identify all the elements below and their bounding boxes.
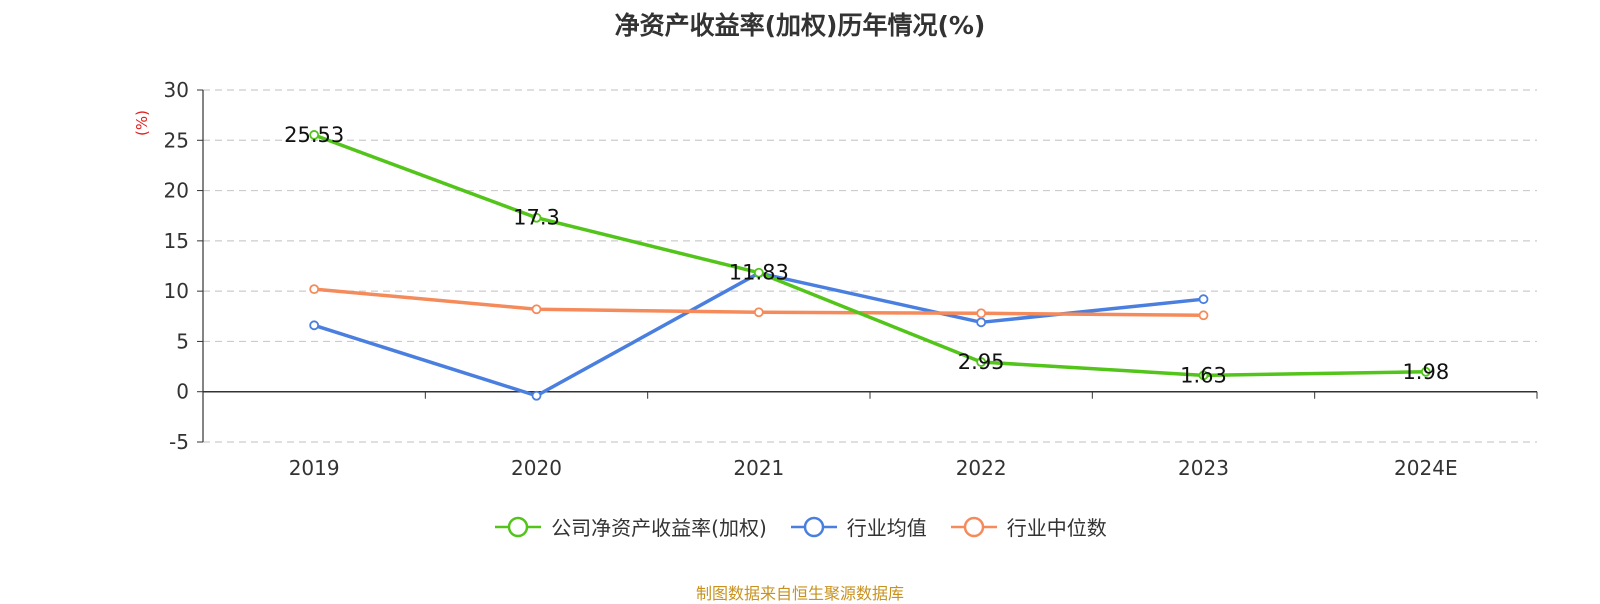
x-tick-label: 2020 bbox=[511, 456, 562, 480]
legend-item[interactable]: 行业中位数 bbox=[949, 512, 1107, 541]
legend-label: 行业均值 bbox=[846, 516, 927, 540]
legend-line-marker-icon bbox=[790, 516, 837, 537]
series-line bbox=[313, 133, 1426, 378]
gridlines bbox=[203, 89, 1537, 443]
data-label: 1.63 bbox=[1180, 363, 1227, 387]
legend-line-marker-icon bbox=[495, 516, 542, 537]
y-tick-label: -5 bbox=[169, 430, 189, 454]
data-label: 25.53 bbox=[284, 123, 344, 147]
y-tick-label: 25 bbox=[164, 128, 189, 152]
y-tick-label: 5 bbox=[176, 329, 189, 353]
data-point bbox=[531, 390, 542, 401]
data-label: 1.98 bbox=[1402, 360, 1449, 384]
y-tick-label: 0 bbox=[176, 380, 189, 404]
data-label: 11.83 bbox=[729, 261, 789, 285]
legend-item[interactable]: 行业均值 bbox=[789, 512, 927, 541]
data-point bbox=[976, 308, 987, 319]
data-label: 17.3 bbox=[513, 206, 560, 230]
y-tick-label: 10 bbox=[164, 279, 189, 303]
data-point bbox=[1198, 370, 1209, 381]
data-labels: 25.53 17.3 11.83 2.95 1.63 1.98 bbox=[284, 123, 1449, 387]
series-lines bbox=[309, 130, 1431, 401]
x-tick-label: 2019 bbox=[289, 456, 340, 480]
data-label: 2.95 bbox=[958, 350, 1005, 374]
data-point bbox=[753, 267, 764, 278]
axes: -5 0 5 10 15 20 25 30 2019 2020 2021 2022 2023 2024E bbox=[164, 78, 1538, 480]
legend-line-marker-icon bbox=[950, 516, 997, 537]
legend-item[interactable]: 公司净资产收益率(加权) bbox=[493, 512, 767, 541]
data-point bbox=[309, 284, 320, 295]
y-tick-label: 30 bbox=[164, 78, 189, 102]
data-point bbox=[976, 357, 987, 367]
x-tick-label: 2024E bbox=[1394, 456, 1458, 480]
data-point bbox=[1198, 294, 1209, 305]
x-tick-label: 2023 bbox=[1178, 456, 1229, 480]
legend: 公司净资产收益率(加权) 行业均值 行业中位数 bbox=[0, 512, 1600, 541]
data-point bbox=[1198, 310, 1209, 321]
data-point bbox=[753, 307, 764, 318]
y-tick-label: 15 bbox=[164, 229, 189, 253]
data-point bbox=[531, 304, 542, 315]
x-tick-label: 2021 bbox=[733, 456, 784, 480]
data-point bbox=[309, 130, 320, 140]
legend-label: 公司净资产收益率(加权) bbox=[551, 516, 767, 540]
x-tick-label: 2022 bbox=[956, 456, 1007, 480]
chart-title: 净资产收益率(加权)历年情况(%) bbox=[614, 11, 986, 40]
data-point bbox=[976, 317, 987, 328]
data-point bbox=[309, 320, 320, 331]
y-axis-title: (%) bbox=[133, 110, 151, 136]
data-point bbox=[1420, 366, 1431, 377]
y-tick-label: 20 bbox=[164, 179, 189, 203]
legend-label: 行业中位数 bbox=[1006, 516, 1107, 540]
source-note: 制图数据来自恒生聚源数据库 bbox=[695, 584, 904, 603]
data-point bbox=[531, 212, 542, 223]
